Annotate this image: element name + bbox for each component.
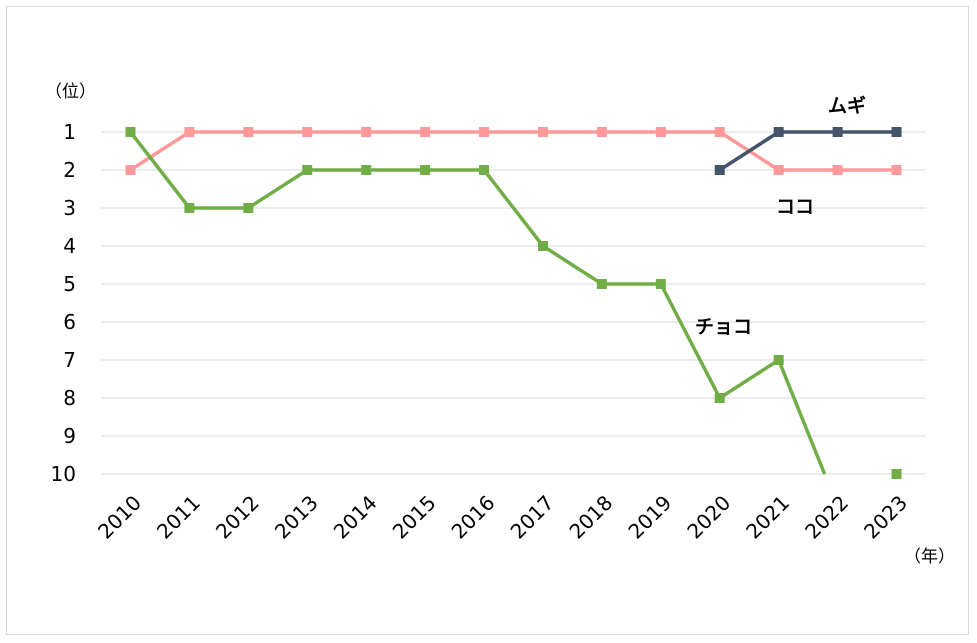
series-0 xyxy=(125,127,902,175)
series-2 xyxy=(714,127,902,175)
x-tick-label: 2013 xyxy=(270,491,323,544)
data-point xyxy=(714,127,725,137)
series-line xyxy=(129,130,897,172)
y-tick-label: 8 xyxy=(63,386,76,410)
x-tick-label: 2019 xyxy=(623,491,676,544)
data-point xyxy=(420,165,431,175)
series-label-mugi: ムギ xyxy=(828,95,866,117)
data-point xyxy=(773,355,784,365)
data-point xyxy=(125,165,136,175)
x-tick-label: 2014 xyxy=(329,491,382,544)
series-line xyxy=(130,132,896,474)
data-point xyxy=(184,203,195,213)
data-point xyxy=(655,279,666,289)
data-point xyxy=(479,127,490,137)
data-point xyxy=(832,165,843,175)
x-tick-label: 2017 xyxy=(506,491,559,544)
x-tick-label: 2010 xyxy=(93,491,146,544)
data-point xyxy=(184,127,195,137)
y-unit-label: （位） xyxy=(45,82,96,102)
data-point xyxy=(420,127,431,137)
y-tick-label: 1 xyxy=(63,120,76,144)
data-point xyxy=(891,165,902,175)
x-tick-label: 2011 xyxy=(152,491,205,544)
data-point xyxy=(655,127,666,137)
y-tick-label: 5 xyxy=(63,272,76,296)
data-point xyxy=(891,127,902,137)
series-label-koko: ココ xyxy=(776,196,814,218)
data-point xyxy=(479,165,490,175)
data-point xyxy=(891,469,902,479)
x-tick-label: 2022 xyxy=(800,491,853,544)
x-tick-label: 2020 xyxy=(682,491,735,544)
data-point xyxy=(302,127,313,137)
data-point xyxy=(596,127,607,137)
data-point xyxy=(832,127,843,137)
x-tick-label: 2015 xyxy=(388,491,441,544)
x-axis-ticks: 2010 2011 2012 2013 2014 2015 2016 2017 2018 2019… xyxy=(93,491,912,544)
series-1 xyxy=(125,127,902,479)
x-tick-label: 2018 xyxy=(564,491,617,544)
data-point xyxy=(714,165,725,175)
y-tick-label: 10 xyxy=(51,462,76,486)
data-point xyxy=(714,393,725,403)
y-axis-ticks: 1 2 3 4 5 6 7 8 9 10 xyxy=(51,120,76,486)
data-point xyxy=(537,241,548,251)
x-tick-label: 2021 xyxy=(741,491,794,544)
y-tick-label: 6 xyxy=(63,310,76,334)
data-point xyxy=(773,165,784,175)
y-tick-label: 4 xyxy=(63,234,76,258)
data-point xyxy=(773,127,784,137)
x-unit-label: （年） xyxy=(904,547,955,567)
chart-frame xyxy=(6,6,969,635)
data-point xyxy=(361,127,372,137)
x-tick-label: 2012 xyxy=(211,491,264,544)
y-tick-label: 3 xyxy=(63,196,76,220)
data-point xyxy=(596,279,607,289)
y-tick-label: 2 xyxy=(63,158,76,182)
data-point xyxy=(243,127,254,137)
y-tick-label: 9 xyxy=(63,424,76,448)
data-point xyxy=(302,165,313,175)
data-point xyxy=(361,165,372,175)
data-point xyxy=(243,203,254,213)
series-label-choko: チョコ xyxy=(695,316,752,338)
x-tick-label: 2016 xyxy=(447,491,500,544)
series-line xyxy=(718,130,897,172)
data-point xyxy=(125,127,136,137)
y-tick-label: 7 xyxy=(63,348,76,372)
data-point xyxy=(537,127,548,137)
series-group xyxy=(125,127,902,479)
x-tick-label: 2023 xyxy=(859,491,912,544)
